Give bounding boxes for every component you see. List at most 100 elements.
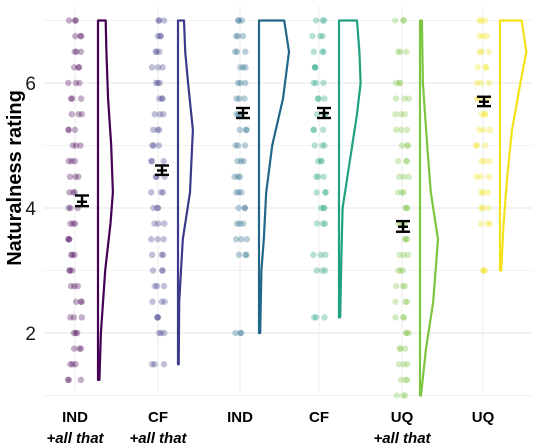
data-point xyxy=(238,189,245,196)
data-point xyxy=(151,361,158,368)
data-point xyxy=(478,204,485,212)
data-point xyxy=(310,48,318,55)
data-point xyxy=(66,173,74,180)
data-point xyxy=(481,267,488,274)
data-point xyxy=(160,111,167,118)
data-point xyxy=(478,157,485,165)
data-point xyxy=(232,142,239,149)
data-point xyxy=(65,376,73,384)
data-point xyxy=(393,392,401,399)
data-point xyxy=(65,204,72,212)
data-point xyxy=(481,111,489,118)
data-point xyxy=(319,48,326,55)
data-point xyxy=(155,142,163,149)
data-point xyxy=(70,329,78,337)
data-point xyxy=(67,282,75,290)
data-point xyxy=(153,48,160,55)
data-point xyxy=(72,32,79,40)
data-point xyxy=(161,220,168,227)
data-point xyxy=(403,157,410,165)
data-point xyxy=(398,126,405,134)
data-point xyxy=(392,282,400,290)
data-point xyxy=(477,220,485,227)
data-point xyxy=(242,251,249,259)
data-point xyxy=(159,95,166,102)
data-point xyxy=(313,314,320,321)
data-point xyxy=(232,32,240,40)
data-point xyxy=(65,79,72,87)
data-point xyxy=(402,345,409,352)
x-axis-labels: IND +all that CF +all that IND CF UQ +all that U… xyxy=(46,409,494,447)
data-point xyxy=(66,267,73,274)
category-group xyxy=(231,17,291,337)
data-point xyxy=(151,220,158,227)
data-point xyxy=(71,189,78,196)
data-point xyxy=(154,32,162,40)
data-point xyxy=(392,314,399,321)
data-point xyxy=(402,204,410,212)
data-point xyxy=(78,32,85,40)
data-point xyxy=(476,48,484,55)
data-point xyxy=(482,64,489,71)
data-point xyxy=(149,298,156,305)
data-point xyxy=(402,236,410,243)
data-point xyxy=(72,79,80,87)
data-point xyxy=(400,189,407,196)
data-point xyxy=(71,157,79,165)
data-point xyxy=(396,345,403,352)
data-point xyxy=(395,361,403,368)
data-point xyxy=(237,79,244,87)
data-point xyxy=(69,95,76,102)
data-point xyxy=(397,376,405,384)
data-point xyxy=(314,95,321,102)
data-point xyxy=(77,32,84,40)
data-point xyxy=(485,48,493,55)
data-point xyxy=(404,204,411,212)
category-group xyxy=(309,17,362,321)
data-point xyxy=(474,64,481,71)
data-point xyxy=(320,173,327,180)
data-point xyxy=(310,251,317,259)
data-point xyxy=(319,142,326,149)
data-point xyxy=(315,95,322,102)
data-point xyxy=(154,314,161,321)
data-point xyxy=(401,95,408,102)
data-point xyxy=(311,64,319,71)
data-point xyxy=(485,204,492,212)
data-point xyxy=(148,157,156,165)
category-sublabel: +all that xyxy=(129,430,187,447)
data-point xyxy=(402,204,409,212)
data-point xyxy=(482,64,490,71)
data-point xyxy=(154,314,162,321)
data-point xyxy=(242,64,249,71)
data-point xyxy=(310,126,318,134)
data-point xyxy=(481,142,489,149)
data-point xyxy=(241,95,248,102)
data-point xyxy=(154,204,161,212)
data-point xyxy=(235,17,243,24)
density-violin xyxy=(176,19,194,366)
data-point xyxy=(483,32,491,40)
data-point xyxy=(405,95,412,102)
data-point xyxy=(158,95,166,102)
data-point xyxy=(160,157,167,165)
data-point xyxy=(77,48,85,55)
data-point xyxy=(402,329,410,337)
y-axis-label: Naturalness rating xyxy=(4,90,26,266)
data-point xyxy=(232,329,239,337)
data-point xyxy=(479,267,487,274)
data-point xyxy=(403,157,410,165)
data-point xyxy=(396,173,403,180)
data-point xyxy=(397,48,404,55)
data-point xyxy=(310,314,318,321)
data-point xyxy=(150,204,157,212)
data-point xyxy=(321,17,328,24)
data-point xyxy=(317,32,324,40)
data-point xyxy=(317,204,325,212)
data-point xyxy=(240,157,247,165)
data-point xyxy=(76,79,83,87)
data-point xyxy=(481,157,488,165)
category-group xyxy=(64,17,114,384)
data-point xyxy=(309,32,316,40)
data-point xyxy=(69,361,76,368)
